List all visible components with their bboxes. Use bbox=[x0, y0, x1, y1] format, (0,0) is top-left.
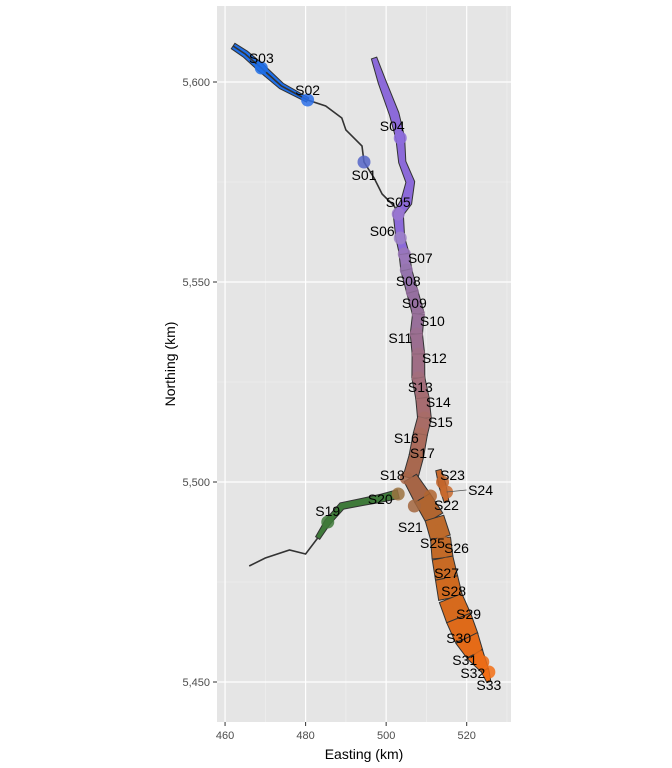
site-label-s23: S23 bbox=[440, 467, 465, 483]
site-point-s04 bbox=[393, 131, 407, 145]
site-point-s33 bbox=[482, 665, 496, 679]
site-point-s31 bbox=[468, 641, 482, 655]
site-label-s31: S31 bbox=[452, 652, 477, 668]
y-tick-label: 5,550 bbox=[182, 277, 210, 289]
site-point-s17 bbox=[409, 449, 423, 463]
site-point-s02 bbox=[301, 93, 315, 107]
site-label-s07: S07 bbox=[408, 250, 433, 266]
y-tick-label: 5,450 bbox=[182, 677, 210, 689]
site-point-s25 bbox=[434, 523, 448, 537]
site-point-s21 bbox=[407, 499, 421, 513]
site-label-s06: S06 bbox=[370, 223, 395, 239]
site-point-s13 bbox=[411, 371, 425, 385]
site-point-s28 bbox=[444, 575, 458, 589]
site-point-s20 bbox=[391, 487, 405, 501]
y-tick-label: 5,500 bbox=[182, 477, 210, 489]
site-points bbox=[254, 61, 496, 679]
site-label-s32: S32 bbox=[460, 665, 485, 681]
y-axis-title: Northing (km) bbox=[162, 322, 178, 407]
site-point-s11 bbox=[409, 327, 423, 341]
site-label-s12: S12 bbox=[422, 350, 447, 366]
site-label-s05: S05 bbox=[386, 194, 411, 210]
site-label-s18: S18 bbox=[380, 467, 405, 483]
site-label-s29: S29 bbox=[456, 606, 481, 622]
site-point-s32 bbox=[476, 655, 490, 669]
site-point-s19 bbox=[321, 515, 335, 529]
site-label-s19: S19 bbox=[315, 503, 340, 519]
site-label-s01: S01 bbox=[352, 167, 377, 183]
x-axis: 460 480 500 520 bbox=[216, 722, 476, 742]
x-tick-label: 500 bbox=[377, 730, 395, 742]
site-label-s24: S24 bbox=[468, 482, 493, 498]
site-point-s18 bbox=[399, 471, 413, 485]
site-label-s13: S13 bbox=[408, 379, 433, 395]
site-point-s15 bbox=[417, 411, 431, 425]
site-label-s17: S17 bbox=[410, 445, 435, 461]
site-point-s09 bbox=[405, 285, 419, 299]
site-label-s27: S27 bbox=[434, 565, 459, 581]
site-label-s08: S08 bbox=[396, 273, 421, 289]
site-labels: S01S02S03S04S05S06S07S08S09S10S11S12S13S… bbox=[249, 50, 502, 693]
site-point-s23 bbox=[436, 475, 450, 489]
site-point-s01 bbox=[357, 155, 371, 169]
site-point-s12 bbox=[411, 347, 425, 361]
site-label-s30: S30 bbox=[446, 630, 471, 646]
grid bbox=[217, 6, 511, 722]
site-point-s05 bbox=[391, 207, 405, 221]
site-label-s22: S22 bbox=[434, 497, 459, 513]
site-point-s14 bbox=[415, 391, 429, 405]
site-label-s14: S14 bbox=[426, 394, 451, 410]
site-label-s11: S11 bbox=[388, 330, 412, 346]
site-point-s27 bbox=[440, 557, 454, 571]
site-label-s15: S15 bbox=[428, 414, 453, 430]
x-tick-label: 460 bbox=[216, 730, 234, 742]
leader-line bbox=[446, 489, 467, 493]
site-label-s10: S10 bbox=[420, 313, 445, 329]
site-label-s16: S16 bbox=[394, 430, 419, 446]
site-point-s16 bbox=[413, 427, 427, 441]
site-label-s25: S25 bbox=[420, 535, 445, 551]
x-tick-label: 480 bbox=[296, 730, 314, 742]
site-point-s22 bbox=[423, 489, 437, 503]
site-point-s07 bbox=[397, 247, 411, 261]
site-point-s26 bbox=[436, 535, 450, 549]
site-label-s02: S02 bbox=[295, 82, 320, 98]
site-label-s28: S28 bbox=[441, 583, 466, 599]
site-label-s33: S33 bbox=[476, 677, 501, 693]
river-channel bbox=[248, 537, 319, 567]
x-axis-title: Easting (km) bbox=[325, 746, 404, 762]
x-tick-label: 520 bbox=[458, 730, 476, 742]
site-label-s09: S09 bbox=[402, 295, 427, 311]
site-point-s06 bbox=[393, 231, 407, 245]
site-label-s03: S03 bbox=[249, 50, 274, 66]
y-axis: 5,450 5,500 5,550 5,600 bbox=[182, 77, 217, 689]
site-point-s10 bbox=[411, 307, 425, 321]
site-point-s03 bbox=[254, 61, 268, 75]
site-label-s26: S26 bbox=[444, 540, 469, 556]
site-point-s08 bbox=[399, 263, 413, 277]
site-point-s29 bbox=[452, 597, 466, 611]
site-point-s30 bbox=[458, 619, 472, 633]
site-label-s21: S21 bbox=[398, 519, 423, 535]
y-tick-label: 5,600 bbox=[182, 77, 210, 89]
site-label-s20: S20 bbox=[368, 491, 393, 507]
site-label-s04: S04 bbox=[380, 118, 405, 134]
